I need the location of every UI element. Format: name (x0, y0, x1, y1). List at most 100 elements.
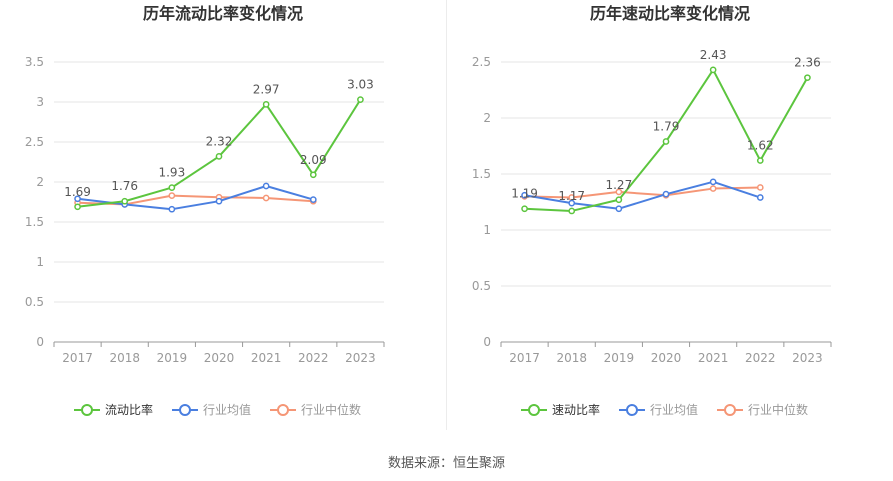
y-tick-label: 0 (36, 335, 44, 349)
legend-item[interactable]: 行业中位数 (717, 402, 808, 417)
legend-item[interactable]: 行业中位数 (270, 402, 361, 417)
data-point (309, 171, 317, 179)
y-tick-label: 3 (36, 95, 44, 109)
data-point (756, 184, 764, 191)
series-line (524, 186, 761, 199)
legend-marker-icon (277, 404, 289, 416)
chart-title: 历年速动比率变化情况 (590, 4, 750, 23)
data-label: 1.62 (747, 139, 774, 153)
data-label: 1.17 (558, 189, 585, 203)
x-tick-label: 2020 (204, 351, 235, 365)
legend-label: 行业均值 (203, 402, 251, 417)
y-tick-label: 1.5 (25, 215, 44, 229)
x-tick-label: 2017 (509, 351, 540, 365)
x-tick-label: 2019 (157, 351, 188, 365)
data-label: 2.09 (300, 153, 327, 167)
data-point (74, 195, 81, 203)
data-point (615, 196, 623, 204)
x-tick-label: 2020 (651, 351, 682, 365)
data-source-note: 数据来源：恒生聚源 (387, 456, 505, 471)
data-label: 1.19 (511, 187, 538, 201)
legend-label: 行业均值 (650, 402, 698, 417)
y-tick-label: 2 (36, 175, 44, 189)
y-tick-label: 1 (36, 255, 44, 269)
y-tick-label: 1 (483, 223, 491, 237)
legend-label: 速动比率 (552, 402, 600, 417)
data-point (709, 178, 717, 186)
quick-ratio-chart: 历年速动比率变化情况 0 0.5 1 1.5 2 2.5 2017 2018 2019 2020 20… (447, 0, 893, 430)
chart-title: 历年流动比率变化情况 (143, 4, 303, 23)
data-point (662, 190, 670, 198)
legend-marker-icon (528, 404, 540, 416)
y-tick-label: 3.5 (25, 55, 44, 69)
chart-divider (446, 0, 447, 430)
data-label: 1.76 (111, 179, 138, 193)
series-line (524, 180, 761, 210)
data-point (709, 66, 717, 74)
data-label: 2.43 (700, 48, 727, 62)
data-point (615, 188, 623, 196)
current-ratio-chart-svg: 历年流动比率变化情况 0 0.5 1 1.5 2 2.5 3 3.5 2017 2018 2019 20… (25, 4, 385, 417)
data-point (168, 184, 176, 191)
y-tick-label: 0.5 (472, 279, 491, 293)
legend-marker-icon (724, 404, 736, 416)
data-label: 2.97 (253, 82, 280, 96)
data-point (121, 197, 129, 205)
data-point (168, 192, 176, 199)
data-point (568, 199, 576, 207)
x-tick-label: 2021 (698, 351, 729, 365)
data-point (262, 182, 270, 190)
legend-item[interactable]: 行业均值 (172, 402, 251, 417)
data-point (804, 74, 811, 82)
legend-item[interactable]: 速动比率 (521, 402, 600, 417)
data-label: 2.36 (794, 56, 821, 70)
data-point (521, 205, 528, 213)
legend-label: 行业中位数 (301, 402, 361, 417)
legend-item[interactable]: 行业均值 (619, 402, 698, 417)
data-point (262, 194, 270, 202)
y-tick-label: 2.5 (25, 135, 44, 149)
data-label: 2.32 (206, 134, 233, 148)
x-tick-label: 2021 (251, 351, 282, 365)
legend-item[interactable]: 流动比率 (74, 402, 153, 417)
data-point (215, 197, 223, 205)
data-label: 1.69 (64, 185, 91, 199)
series-line (77, 185, 314, 211)
y-tick-label: 0.5 (25, 295, 44, 309)
x-tick-label: 2018 (109, 351, 140, 365)
legend-label: 行业中位数 (748, 402, 808, 417)
x-tick-label: 2017 (62, 351, 93, 365)
data-point (215, 153, 223, 160)
x-tick-label: 2019 (604, 351, 635, 365)
data-point (662, 138, 670, 145)
y-tick-label: 1.5 (472, 167, 491, 181)
data-point (568, 207, 576, 215)
quick-ratio-chart-svg: 历年速动比率变化情况 0 0.5 1 1.5 2 2.5 2017 2018 2019 2020 20… (472, 4, 832, 417)
legend-marker-icon (179, 404, 191, 416)
y-tick-label: 2.5 (472, 55, 491, 69)
data-label: 1.79 (653, 120, 680, 134)
current-ratio-chart: 历年流动比率变化情况 0 0.5 1 1.5 2 2.5 3 3.5 2017 2018 2019 20… (0, 0, 446, 430)
data-point (756, 194, 764, 201)
legend-marker-icon (81, 404, 93, 416)
data-point (756, 157, 764, 164)
data-point (262, 101, 270, 108)
data-label: 1.93 (158, 166, 185, 180)
y-tick-label: 0 (483, 335, 491, 349)
data-point (521, 191, 528, 199)
data-point (357, 96, 364, 103)
data-point (615, 205, 623, 213)
data-point (168, 205, 176, 213)
x-tick-label: 2018 (556, 351, 587, 365)
x-tick-label: 2022 (745, 351, 776, 365)
data-label: 3.03 (347, 78, 374, 92)
data-point (709, 185, 717, 192)
legend-label: 流动比率 (105, 402, 153, 417)
data-point (74, 203, 81, 211)
x-tick-label: 2022 (298, 351, 329, 365)
x-tick-label: 2023 (792, 351, 823, 365)
y-tick-label: 2 (483, 111, 491, 125)
x-tick-label: 2023 (345, 351, 376, 365)
legend-marker-icon (626, 404, 638, 416)
data-label: 1.27 (605, 178, 632, 192)
